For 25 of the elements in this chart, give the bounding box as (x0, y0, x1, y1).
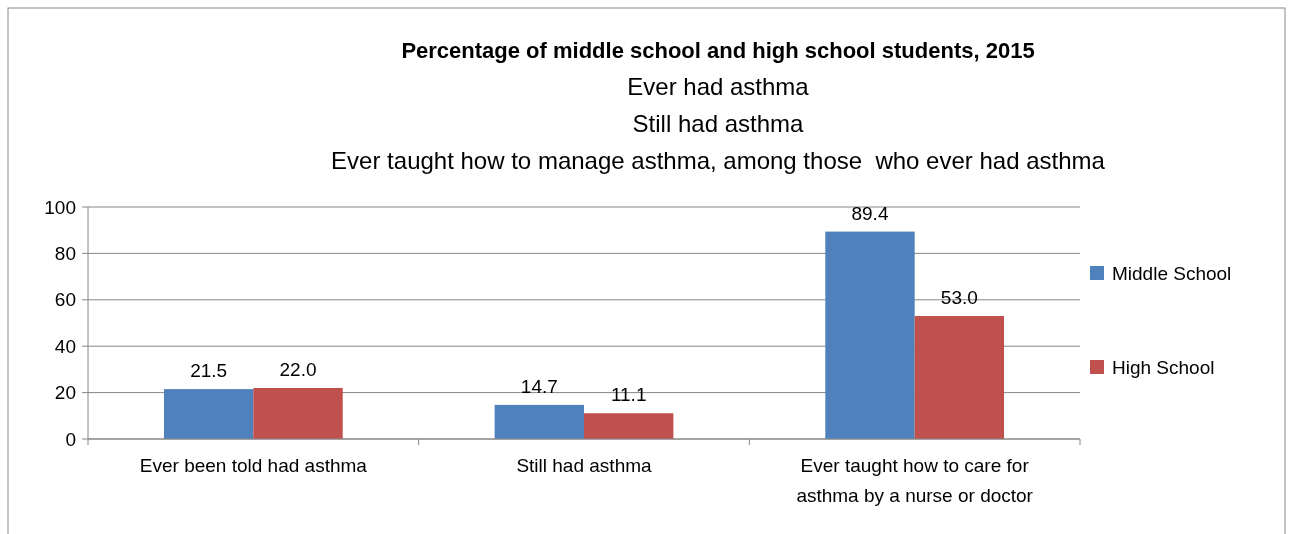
chart-subtitle: Ever had asthma Still had asthma Ever taught how to manage asthma, among those who ever had asthma (331, 73, 1106, 174)
x-tick-label: Still had asthma (516, 455, 653, 476)
y-tick-label: 20 (54, 382, 76, 404)
bar (253, 387, 343, 439)
y-tick-label: 80 (54, 243, 76, 265)
text: 89.4 (851, 202, 889, 224)
bar (914, 316, 1005, 439)
bar (825, 231, 915, 439)
y-tick-label: 60 (54, 289, 76, 311)
text: 21.5 (190, 360, 228, 382)
bar (584, 413, 674, 439)
y-tick-label: 0 (65, 428, 76, 450)
bar (163, 389, 254, 439)
bar (494, 404, 584, 439)
text: 22.0 (279, 358, 317, 380)
text: 53.0 (940, 287, 978, 309)
legend-label: High School (1112, 356, 1215, 378)
text: 11.1 (610, 384, 647, 406)
legend-label: Middle School (1112, 262, 1232, 284)
y-tick-label: 40 (54, 335, 76, 357)
text: 14.7 (520, 375, 558, 397)
x-tick-label: Ever taught how to care for asthma by a nurse or doctor (796, 455, 1034, 506)
x-tick-label: Ever been told had asthma (139, 455, 368, 476)
chart-title: Percentage of middle school and high school students, 2015 (401, 38, 1035, 63)
y-tick-label: 100 (44, 196, 76, 218)
